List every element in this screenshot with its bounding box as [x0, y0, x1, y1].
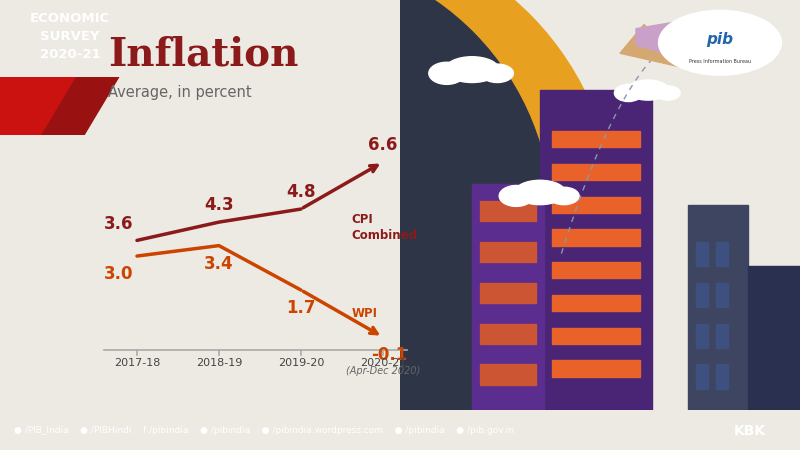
- Bar: [480, 283, 536, 303]
- Text: 2018-19: 2018-19: [196, 358, 242, 368]
- Text: 1.7: 1.7: [286, 299, 316, 317]
- Ellipse shape: [499, 185, 534, 207]
- Bar: [552, 360, 640, 377]
- Text: 6.6: 6.6: [368, 136, 398, 154]
- Text: WPI: WPI: [352, 307, 378, 320]
- Text: (Apr-Dec 2020): (Apr-Dec 2020): [346, 366, 420, 376]
- Text: 3.6: 3.6: [104, 215, 134, 233]
- Bar: [472, 184, 544, 410]
- Ellipse shape: [481, 64, 514, 82]
- Bar: [716, 242, 728, 266]
- Bar: [552, 295, 640, 311]
- Text: 3.0: 3.0: [104, 265, 134, 283]
- Ellipse shape: [655, 86, 680, 100]
- Bar: [696, 364, 708, 389]
- Text: KBK: KBK: [734, 424, 766, 438]
- Bar: [480, 364, 536, 385]
- Bar: [688, 205, 748, 410]
- Circle shape: [24, 0, 552, 450]
- Bar: [540, 90, 652, 410]
- Ellipse shape: [614, 84, 642, 102]
- Bar: [480, 242, 536, 262]
- Text: 2017-18: 2017-18: [114, 358, 160, 368]
- Ellipse shape: [627, 80, 669, 100]
- Bar: [748, 266, 800, 410]
- Text: pib: pib: [706, 32, 734, 47]
- Circle shape: [658, 10, 782, 75]
- Bar: [552, 230, 640, 246]
- Bar: [696, 242, 708, 266]
- Bar: [552, 328, 640, 344]
- Polygon shape: [0, 76, 77, 135]
- Bar: [480, 324, 536, 344]
- Bar: [696, 324, 708, 348]
- Bar: [552, 197, 640, 213]
- Ellipse shape: [445, 57, 499, 82]
- Text: 2019-20: 2019-20: [278, 358, 324, 368]
- Text: 4.3: 4.3: [204, 196, 234, 214]
- Bar: [552, 164, 640, 180]
- Bar: [552, 262, 640, 279]
- Circle shape: [40, 0, 616, 450]
- Bar: [696, 283, 708, 307]
- Text: ● /PIB_India    ● /PIBHindi    f /pibindia    ● /pibindia    ● /pibindia.wordpre: ● /PIB_India ● /PIBHindi f /pibindia ● /…: [14, 427, 514, 436]
- Text: Inflation: Inflation: [108, 36, 298, 74]
- Polygon shape: [42, 76, 119, 135]
- Text: 4.8: 4.8: [286, 183, 316, 201]
- Polygon shape: [620, 25, 692, 70]
- Polygon shape: [636, 21, 692, 62]
- Text: CPI
Combined: CPI Combined: [352, 213, 418, 242]
- Ellipse shape: [549, 187, 579, 205]
- Text: ECONOMIC
SURVEY
2020-21: ECONOMIC SURVEY 2020-21: [30, 12, 110, 61]
- Bar: [480, 201, 536, 221]
- Ellipse shape: [514, 180, 566, 205]
- Text: -0.1: -0.1: [371, 346, 407, 364]
- Text: Press Information Bureau: Press Information Bureau: [689, 59, 751, 64]
- Bar: [716, 283, 728, 307]
- Text: 2020-21: 2020-21: [360, 358, 406, 368]
- Bar: [552, 131, 640, 148]
- Bar: [716, 324, 728, 348]
- Text: 3.4: 3.4: [204, 255, 234, 273]
- Text: Average, in percent: Average, in percent: [108, 86, 252, 100]
- Bar: [716, 364, 728, 389]
- Ellipse shape: [429, 62, 465, 84]
